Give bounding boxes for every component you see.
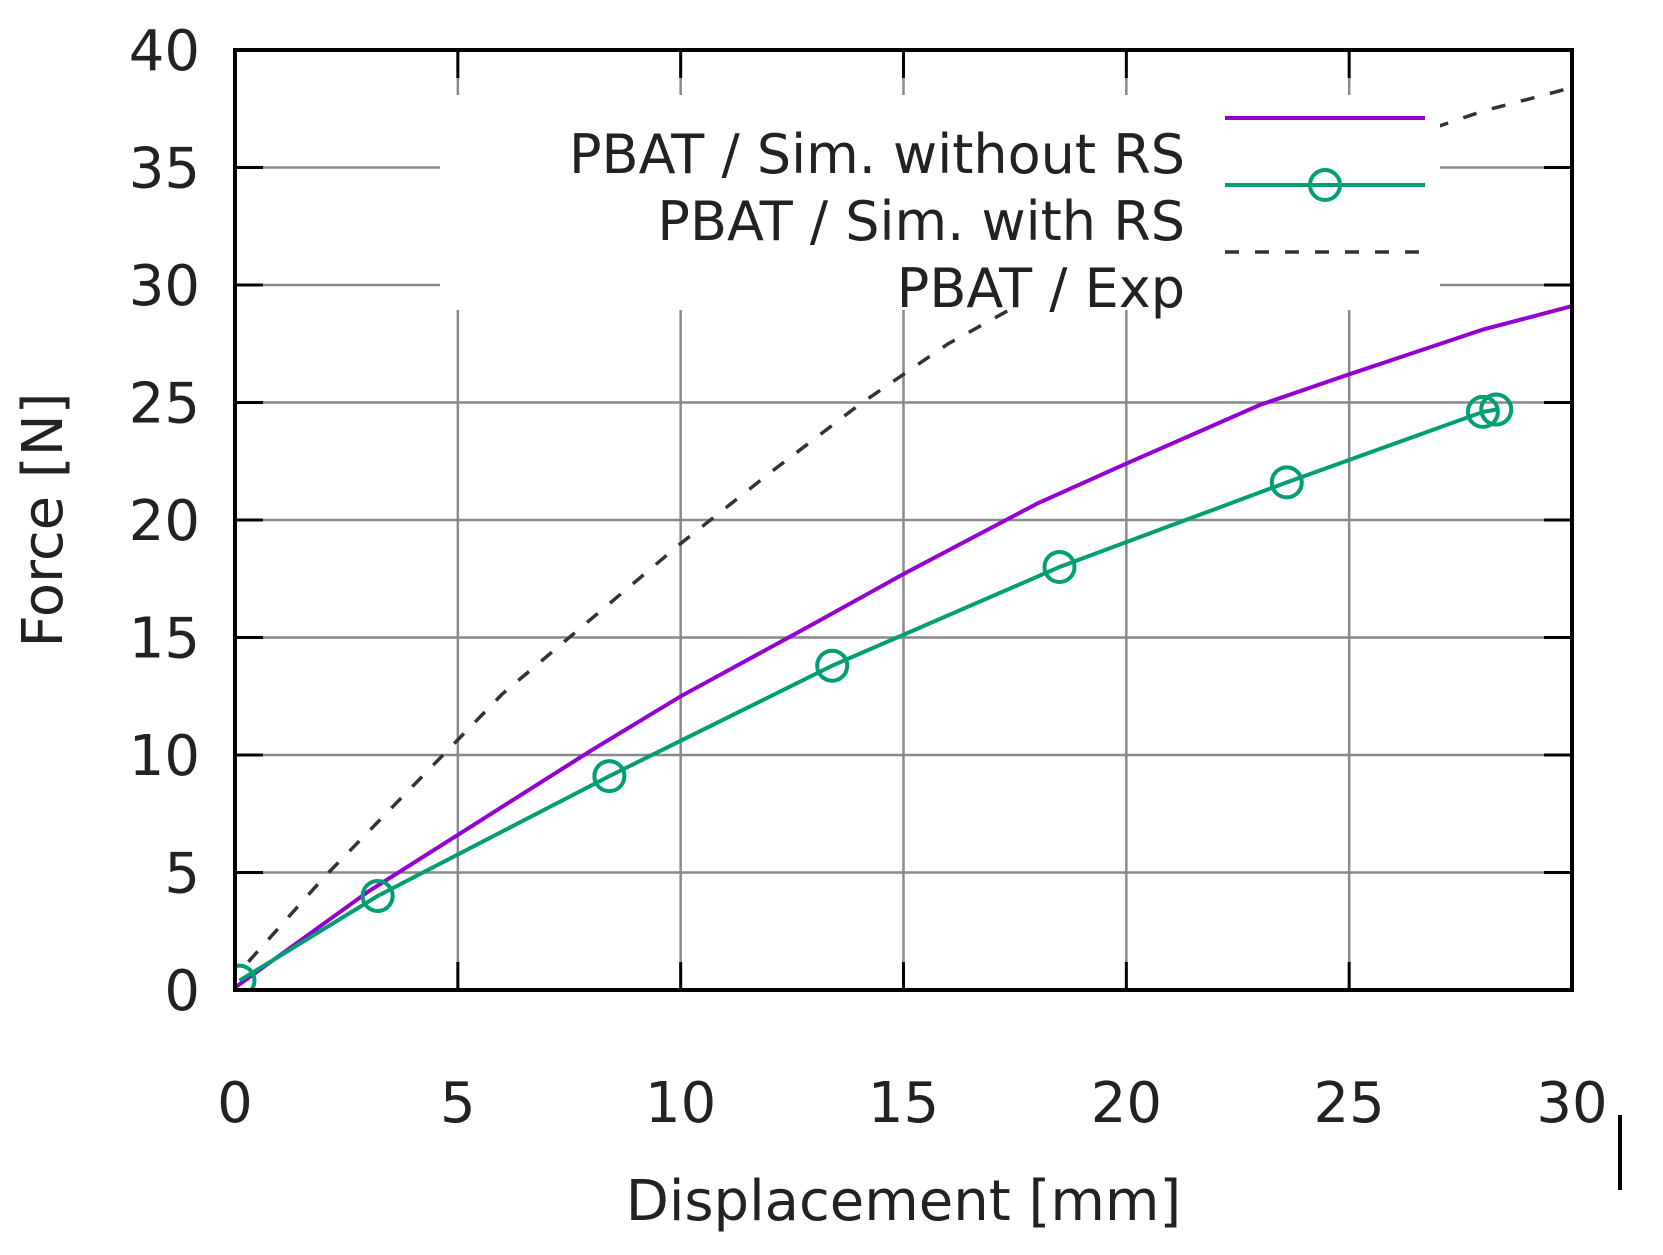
y-tick-label: 0 [164, 959, 200, 1024]
x-axis-title: Displacement [mm] [626, 1169, 1182, 1234]
series-line-2 [238, 407, 1497, 983]
legend-marker-2 [1308, 168, 1342, 202]
y-tick-label: 30 [129, 254, 200, 319]
x-tick-label: 10 [645, 1071, 716, 1136]
x-tick-label: 30 [1536, 1071, 1607, 1136]
y-tick-label: 5 [164, 842, 200, 907]
legend-background [440, 95, 1440, 310]
series-2-point [1042, 550, 1077, 584]
legend-label-1: PBAT / Sim. without RS [569, 123, 1185, 186]
plot-frame [233, 48, 1574, 992]
series-2-point [1269, 465, 1304, 500]
series-2-point [360, 879, 395, 913]
x-tick-label: 25 [1314, 1071, 1385, 1136]
legend-label-3: PBAT / Exp [897, 257, 1185, 320]
y-tick-label: 25 [129, 372, 200, 437]
legend-label-2: PBAT / Sim. with RS [657, 190, 1185, 253]
y-tick-label: 35 [129, 137, 200, 202]
x-tick-label: 0 [217, 1071, 253, 1136]
y-tick-label: 10 [129, 724, 200, 789]
series-layer [235, 85, 1572, 990]
x-tick-labels: 0 5 10 15 20 25 30 [217, 1071, 1607, 1136]
series-2-point [235, 963, 257, 990]
y-tick-label: 20 [129, 489, 200, 554]
series-2-point [815, 648, 850, 683]
series-line-1 [235, 304, 1572, 990]
series-2-point [1465, 394, 1500, 429]
series-line-3 [247, 85, 1572, 963]
series-2-point [592, 759, 627, 794]
series-2-point [1479, 392, 1514, 427]
x-tick-label: 15 [868, 1071, 939, 1136]
y-tick-label: 40 [129, 19, 200, 84]
x-tick-label: 5 [440, 1071, 476, 1136]
y-axis-title: Force [N] [11, 393, 76, 648]
y-tick-label: 15 [129, 607, 200, 672]
y-tick-labels: 0 5 10 15 20 25 30 35 40 [129, 19, 200, 1024]
x-tick-label: 20 [1091, 1071, 1162, 1136]
